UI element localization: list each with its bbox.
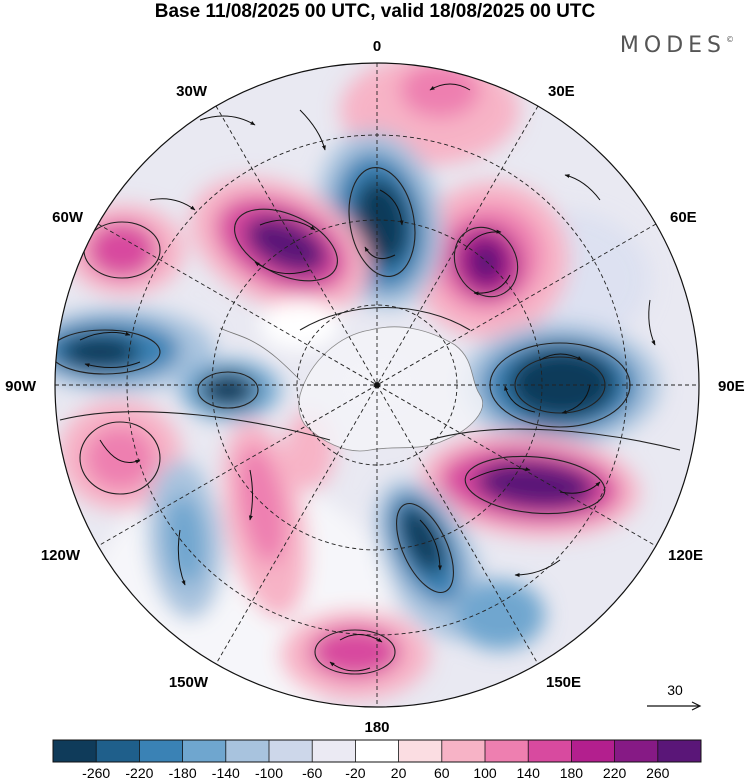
map-title: Base 11/08/2025 00 UTC, valid 18/08/2025… xyxy=(154,1,596,22)
colorbar-swatch xyxy=(571,740,616,762)
colorbar-label: 180 xyxy=(560,765,584,781)
colorbar-label: 100 xyxy=(473,765,497,781)
lon-label-60e: 60E xyxy=(670,209,697,226)
wind-reference-value: 30 xyxy=(667,682,683,698)
colorbar-label: -180 xyxy=(169,765,197,781)
colorbar-swatch xyxy=(657,740,702,762)
colorbar-swatch xyxy=(53,740,97,762)
south-pole-marker xyxy=(374,382,380,388)
anomaly-high-105w xyxy=(58,400,182,510)
brand-mark: © xyxy=(726,35,734,44)
arrow-right-icon xyxy=(647,701,702,711)
colorbar: -260 -220 -180 -140 -100 -60 -20 20 60 100 140 180 2… xyxy=(52,739,702,781)
anomaly-high-170w xyxy=(280,610,430,700)
lon-label-0: 0 xyxy=(373,38,381,55)
anomaly-low-125w xyxy=(146,460,224,620)
colorbar-swatch xyxy=(312,740,356,762)
longitude-labels: 0 30E 60E 90E 120E 150E 180 150W 120W 90… xyxy=(5,38,745,736)
lon-label-120w: 120W xyxy=(41,547,81,564)
lon-label-30w: 30W xyxy=(176,83,208,100)
anomaly-high-110e xyxy=(420,432,640,538)
lon-label-30e: 30E xyxy=(548,83,575,100)
colorbar-label: 260 xyxy=(646,765,670,781)
lon-label-60w: 60W xyxy=(52,209,84,226)
colorbar-swatch xyxy=(139,740,184,762)
antarctica-coastline xyxy=(298,326,483,452)
lon-label-150w: 150W xyxy=(169,674,209,691)
colorbar-label: 140 xyxy=(517,765,541,781)
colorbar-swatch xyxy=(96,740,140,762)
colorbar-label: -20 xyxy=(345,765,365,781)
colorbar-outline xyxy=(52,739,702,763)
lon-label-120e: 120E xyxy=(668,547,703,564)
wind-reference: 30 xyxy=(647,682,702,711)
anomaly-low-150e xyxy=(375,480,545,650)
colorbar-label: -100 xyxy=(255,765,283,781)
lon-label-180: 180 xyxy=(364,719,389,736)
colorbar-swatch xyxy=(614,740,659,762)
anomaly-low-100w xyxy=(180,360,280,420)
colorbar-label: 20 xyxy=(391,765,407,781)
lon-label-150e: 150E xyxy=(546,674,581,691)
colorbar-swatch xyxy=(398,740,443,762)
colorbar-label: 220 xyxy=(603,765,627,781)
map-border xyxy=(54,62,700,708)
anomaly-low-80w xyxy=(55,308,215,392)
colorbar-swatch xyxy=(182,740,227,762)
colorbar-label: -220 xyxy=(125,765,153,781)
contour-lines xyxy=(55,167,681,675)
colorbar-label: -60 xyxy=(302,765,322,781)
colorbar-swatch xyxy=(225,740,270,762)
anomaly-field xyxy=(55,63,699,707)
colorbar-swatch xyxy=(441,740,486,762)
antarctic-peninsula xyxy=(219,327,301,381)
lon-label-90e: 90E xyxy=(718,378,745,395)
anomaly-high-45e xyxy=(410,181,570,339)
lon-label-90w: 90W xyxy=(5,378,37,395)
brand-name: MODES xyxy=(619,33,726,58)
colorbar-swatch xyxy=(528,740,572,762)
anomaly-high-30w xyxy=(190,177,370,313)
colorbar-swatch xyxy=(355,740,400,762)
colorbar-label: 60 xyxy=(434,765,450,781)
colorbar-swatch xyxy=(485,740,529,762)
colorbar-swatch xyxy=(269,740,313,762)
colorbar-label: -260 xyxy=(82,765,110,781)
colorbar-label: -140 xyxy=(212,765,240,781)
brand-logo: MODES© xyxy=(620,33,734,58)
